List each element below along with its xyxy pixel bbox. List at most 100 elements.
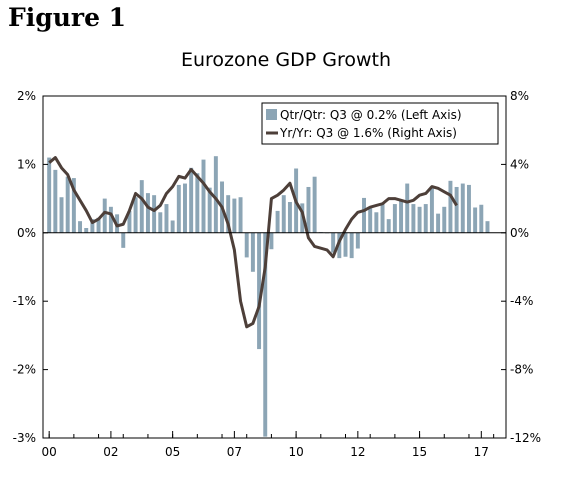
legend: Qtr/Qtr: Q3 @ 0.2% (Left Axis) Yr/Yr: Q3 … bbox=[261, 102, 499, 145]
bar bbox=[96, 217, 101, 233]
bar bbox=[337, 232, 342, 259]
bar bbox=[460, 183, 465, 233]
bar bbox=[71, 178, 76, 233]
legend-bar-swatch bbox=[266, 109, 277, 120]
bar bbox=[238, 197, 243, 233]
x-tick-label: 17 bbox=[474, 445, 489, 459]
bar bbox=[108, 206, 113, 233]
bar bbox=[170, 220, 175, 233]
bar bbox=[244, 232, 249, 258]
bar bbox=[102, 198, 107, 233]
bar bbox=[183, 183, 187, 233]
bar bbox=[152, 195, 157, 233]
bar bbox=[386, 219, 391, 233]
bar bbox=[269, 232, 274, 250]
bar bbox=[479, 204, 484, 233]
line-series bbox=[48, 156, 458, 329]
bar bbox=[84, 228, 89, 233]
bar bbox=[429, 186, 434, 233]
x-tick-label: 15 bbox=[412, 445, 427, 459]
left-tick-label: -1% bbox=[13, 294, 36, 308]
legend-box bbox=[261, 102, 499, 145]
bar bbox=[189, 167, 194, 233]
bar bbox=[139, 180, 144, 233]
right-tick-label: -8% bbox=[510, 363, 533, 377]
left-tick-label: 1% bbox=[17, 157, 36, 171]
bar bbox=[405, 183, 410, 233]
bar bbox=[213, 156, 218, 233]
bar bbox=[176, 184, 181, 233]
legend-bar-label: Qtr/Qtr: Q3 @ 0.2% (Left Axis) bbox=[280, 108, 462, 122]
x-tick-label: 07 bbox=[227, 445, 242, 459]
bar bbox=[331, 232, 336, 253]
left-tick-label: 2% bbox=[17, 89, 36, 103]
left-tick-label: 0% bbox=[17, 226, 36, 240]
bar bbox=[195, 173, 200, 233]
bar bbox=[485, 221, 490, 233]
bar bbox=[164, 204, 169, 233]
right-tick-label: 8% bbox=[510, 89, 529, 103]
bar bbox=[454, 186, 459, 233]
plot-frame bbox=[42, 95, 507, 439]
bar bbox=[201, 159, 206, 233]
bar bbox=[306, 186, 311, 233]
chart-title: Eurozone GDP Growth bbox=[180, 49, 392, 71]
bar bbox=[436, 213, 441, 233]
bar bbox=[47, 157, 52, 233]
x-tick-label: 00 bbox=[42, 445, 57, 459]
bar bbox=[90, 219, 95, 233]
bar bbox=[466, 184, 471, 233]
bar bbox=[362, 197, 366, 233]
bar bbox=[343, 232, 348, 257]
right-tick-label: 4% bbox=[510, 157, 529, 171]
bar bbox=[392, 204, 397, 233]
bar bbox=[374, 212, 379, 233]
bar bbox=[448, 180, 453, 233]
bar bbox=[133, 197, 138, 233]
x-tick-label: 12 bbox=[350, 445, 365, 459]
x-tick-label: 05 bbox=[165, 445, 180, 459]
bar bbox=[423, 204, 428, 233]
right-tick-label: -12% bbox=[510, 431, 541, 445]
bar bbox=[417, 206, 422, 233]
bar bbox=[312, 176, 317, 233]
bar bbox=[232, 198, 237, 233]
x-tick-label: 02 bbox=[103, 445, 118, 459]
left-tick-label: -3% bbox=[13, 431, 36, 445]
right-tick-label: 0% bbox=[510, 226, 529, 240]
bar bbox=[399, 200, 404, 233]
x-tick-label: 10 bbox=[288, 445, 303, 459]
figure-label: Figure 1 bbox=[8, 3, 127, 32]
bar bbox=[53, 169, 58, 233]
bar bbox=[473, 207, 478, 233]
bar bbox=[59, 197, 64, 233]
bar bbox=[78, 221, 83, 233]
right-tick-label: -4% bbox=[510, 294, 533, 308]
bar bbox=[65, 176, 70, 233]
plot-border bbox=[42, 95, 507, 439]
legend-line-label: Yr/Yr: Q3 @ 1.6% (Right Axis) bbox=[279, 126, 457, 140]
bar bbox=[368, 208, 373, 233]
bar bbox=[411, 204, 416, 233]
bar-series bbox=[47, 156, 490, 437]
bar bbox=[158, 212, 163, 233]
bar bbox=[257, 232, 262, 350]
bar bbox=[250, 232, 255, 272]
bar bbox=[121, 232, 126, 248]
bar bbox=[207, 187, 212, 233]
bar bbox=[380, 203, 385, 233]
bar bbox=[442, 206, 447, 233]
bar bbox=[287, 202, 292, 233]
bar bbox=[145, 193, 150, 233]
bar bbox=[281, 195, 286, 233]
left-tick-label: -2% bbox=[13, 363, 36, 377]
bar bbox=[263, 232, 268, 437]
bar bbox=[226, 195, 231, 233]
bar bbox=[275, 210, 280, 233]
axes: 2% 1% 0% -1% -2% -3% 8% 4% 0% -4% -8% -12% 00 02 05 07 1… bbox=[13, 89, 541, 459]
yr-yr-line bbox=[48, 156, 458, 329]
bar bbox=[349, 232, 354, 259]
bar bbox=[127, 210, 132, 233]
bar bbox=[355, 232, 360, 249]
